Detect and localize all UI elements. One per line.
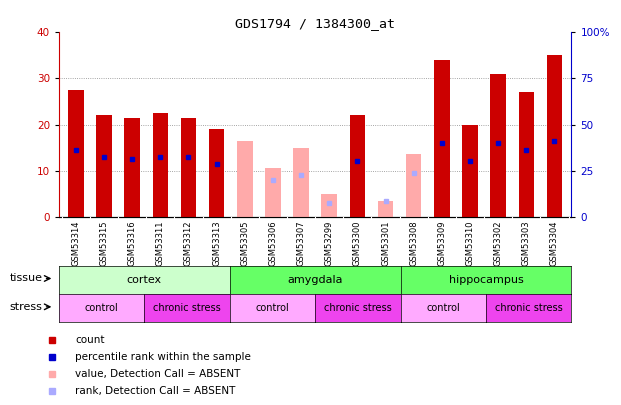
Text: GSM53314: GSM53314 bbox=[71, 221, 80, 266]
Text: GSM53307: GSM53307 bbox=[297, 221, 306, 266]
Bar bbox=[350, 115, 365, 217]
Text: GSM53306: GSM53306 bbox=[268, 221, 278, 266]
Bar bbox=[434, 60, 450, 217]
Text: value, Detection Call = ABSENT: value, Detection Call = ABSENT bbox=[75, 369, 241, 379]
Text: GSM53312: GSM53312 bbox=[184, 221, 193, 266]
Bar bbox=[68, 90, 84, 217]
Text: hippocampus: hippocampus bbox=[448, 275, 524, 285]
Bar bbox=[406, 154, 422, 217]
Text: GSM53304: GSM53304 bbox=[550, 221, 559, 266]
Text: chronic stress: chronic stress bbox=[495, 303, 563, 313]
Text: GSM53313: GSM53313 bbox=[212, 221, 221, 266]
Text: control: control bbox=[256, 303, 289, 313]
Text: count: count bbox=[75, 335, 105, 345]
Bar bbox=[519, 92, 534, 217]
Bar bbox=[237, 141, 253, 217]
Text: amygdala: amygdala bbox=[288, 275, 343, 285]
Text: control: control bbox=[85, 303, 119, 313]
Text: stress: stress bbox=[9, 302, 42, 312]
Bar bbox=[491, 74, 506, 217]
Text: GSM53316: GSM53316 bbox=[128, 221, 137, 266]
Text: GSM53315: GSM53315 bbox=[99, 221, 109, 266]
Text: GSM53309: GSM53309 bbox=[437, 221, 446, 266]
Text: GSM53310: GSM53310 bbox=[466, 221, 474, 266]
Bar bbox=[546, 55, 562, 217]
Bar bbox=[153, 113, 168, 217]
Text: chronic stress: chronic stress bbox=[324, 303, 392, 313]
Bar bbox=[265, 168, 281, 217]
Text: percentile rank within the sample: percentile rank within the sample bbox=[75, 352, 252, 362]
Text: GSM53302: GSM53302 bbox=[494, 221, 502, 266]
Text: GSM53303: GSM53303 bbox=[522, 221, 531, 266]
Bar bbox=[96, 115, 112, 217]
Text: GSM53301: GSM53301 bbox=[381, 221, 390, 266]
Text: GSM53305: GSM53305 bbox=[240, 221, 249, 266]
Text: GSM53308: GSM53308 bbox=[409, 221, 418, 266]
Bar bbox=[322, 194, 337, 217]
Text: tissue: tissue bbox=[9, 273, 42, 283]
Text: chronic stress: chronic stress bbox=[153, 303, 221, 313]
Bar bbox=[181, 117, 196, 217]
Text: GSM53311: GSM53311 bbox=[156, 221, 165, 266]
Bar bbox=[124, 117, 140, 217]
Bar bbox=[462, 124, 478, 217]
Text: GSM53299: GSM53299 bbox=[325, 221, 333, 266]
Text: GSM53300: GSM53300 bbox=[353, 221, 362, 266]
Bar bbox=[293, 147, 309, 217]
Text: cortex: cortex bbox=[127, 275, 162, 285]
Bar bbox=[209, 129, 224, 217]
Bar bbox=[378, 200, 393, 217]
Text: rank, Detection Call = ABSENT: rank, Detection Call = ABSENT bbox=[75, 386, 236, 396]
Title: GDS1794 / 1384300_at: GDS1794 / 1384300_at bbox=[235, 17, 395, 30]
Text: control: control bbox=[427, 303, 460, 313]
